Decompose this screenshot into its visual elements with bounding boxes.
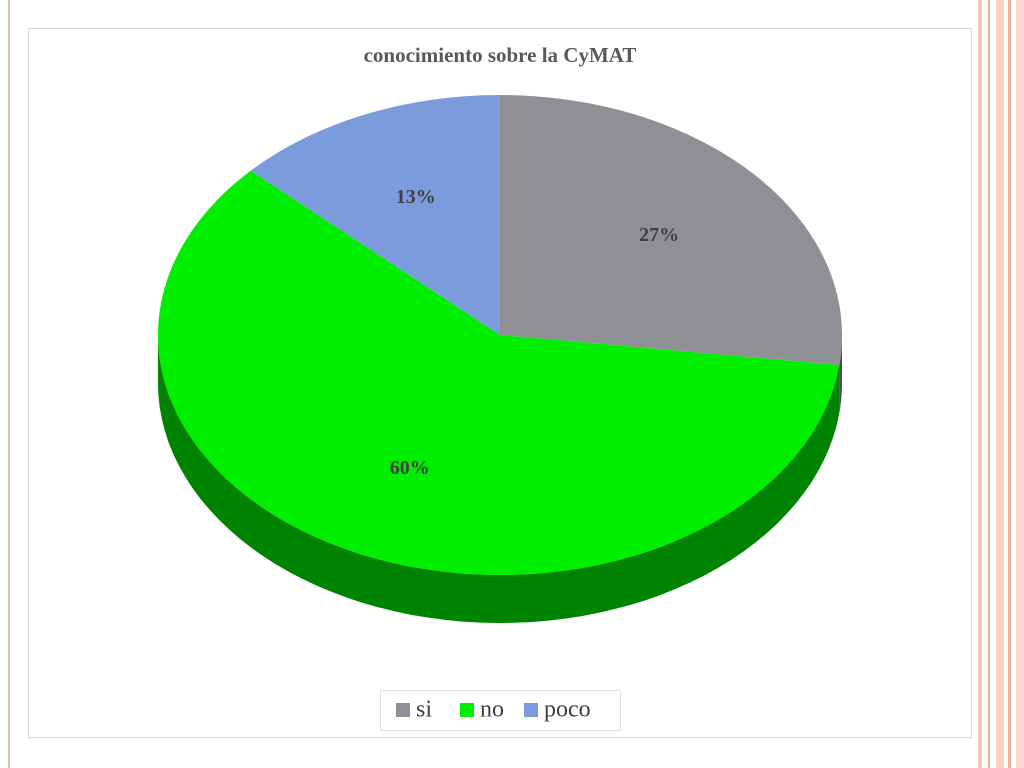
slice-side-face <box>158 335 840 623</box>
legend-label: si <box>416 697 432 723</box>
slice <box>500 95 842 366</box>
deco-stripe <box>1016 0 1024 768</box>
deco-stripe <box>988 0 990 768</box>
slice-side-shade <box>839 335 842 414</box>
chart-title: conocimiento sobre la CyMAT <box>364 43 637 67</box>
data-label: 13% <box>396 186 436 208</box>
legend-box <box>380 690 621 731</box>
left-border <box>8 0 10 768</box>
legend-swatch <box>396 703 410 717</box>
slice-side <box>158 335 840 623</box>
legend: si no poco <box>396 697 591 723</box>
slice <box>250 95 500 335</box>
legend-label: no <box>480 697 504 723</box>
slice-side-face <box>839 335 842 414</box>
legend-swatch <box>460 703 474 717</box>
pie: 27% 60% 13% <box>158 95 842 623</box>
slice-side <box>839 335 842 414</box>
deco-stripe <box>996 0 1004 768</box>
deco-stripe <box>1008 0 1011 768</box>
deco-stripe <box>978 0 982 768</box>
data-label: 27% <box>639 224 679 246</box>
legend-swatch <box>524 703 538 717</box>
slice <box>158 170 840 576</box>
legend-label: poco <box>544 697 591 723</box>
slice-side-shade <box>158 335 840 623</box>
data-label: 60% <box>390 457 430 479</box>
